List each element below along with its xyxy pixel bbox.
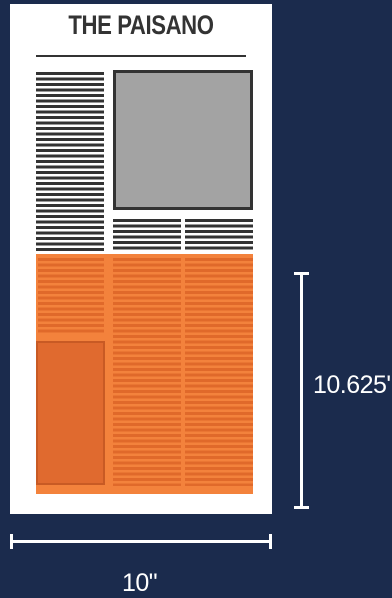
photo-placeholder: [113, 70, 253, 210]
ad-text-lines-middle: [113, 258, 181, 486]
height-dimension-cap-bottom: [294, 506, 309, 509]
ad-text-lines-right: [185, 258, 253, 486]
width-dimension-label: 10": [122, 569, 158, 597]
width-dimension-cap-left: [10, 534, 13, 549]
masthead-rule: [36, 55, 246, 57]
masthead-title: THE PAISANO: [68, 10, 214, 40]
photo-caption-lines-left: [113, 219, 181, 252]
ad-text-lines-left: [38, 258, 104, 334]
height-dimension-cap-top: [294, 272, 309, 275]
width-dimension-line: [10, 540, 272, 543]
height-dimension-line: [300, 272, 303, 509]
photo-caption-lines-right: [185, 219, 253, 252]
left-text-column: [36, 72, 104, 252]
width-dimension-cap-right: [269, 534, 272, 549]
height-dimension-label: 10.625": [313, 371, 392, 399]
ad-photo-placeholder: [36, 341, 105, 485]
